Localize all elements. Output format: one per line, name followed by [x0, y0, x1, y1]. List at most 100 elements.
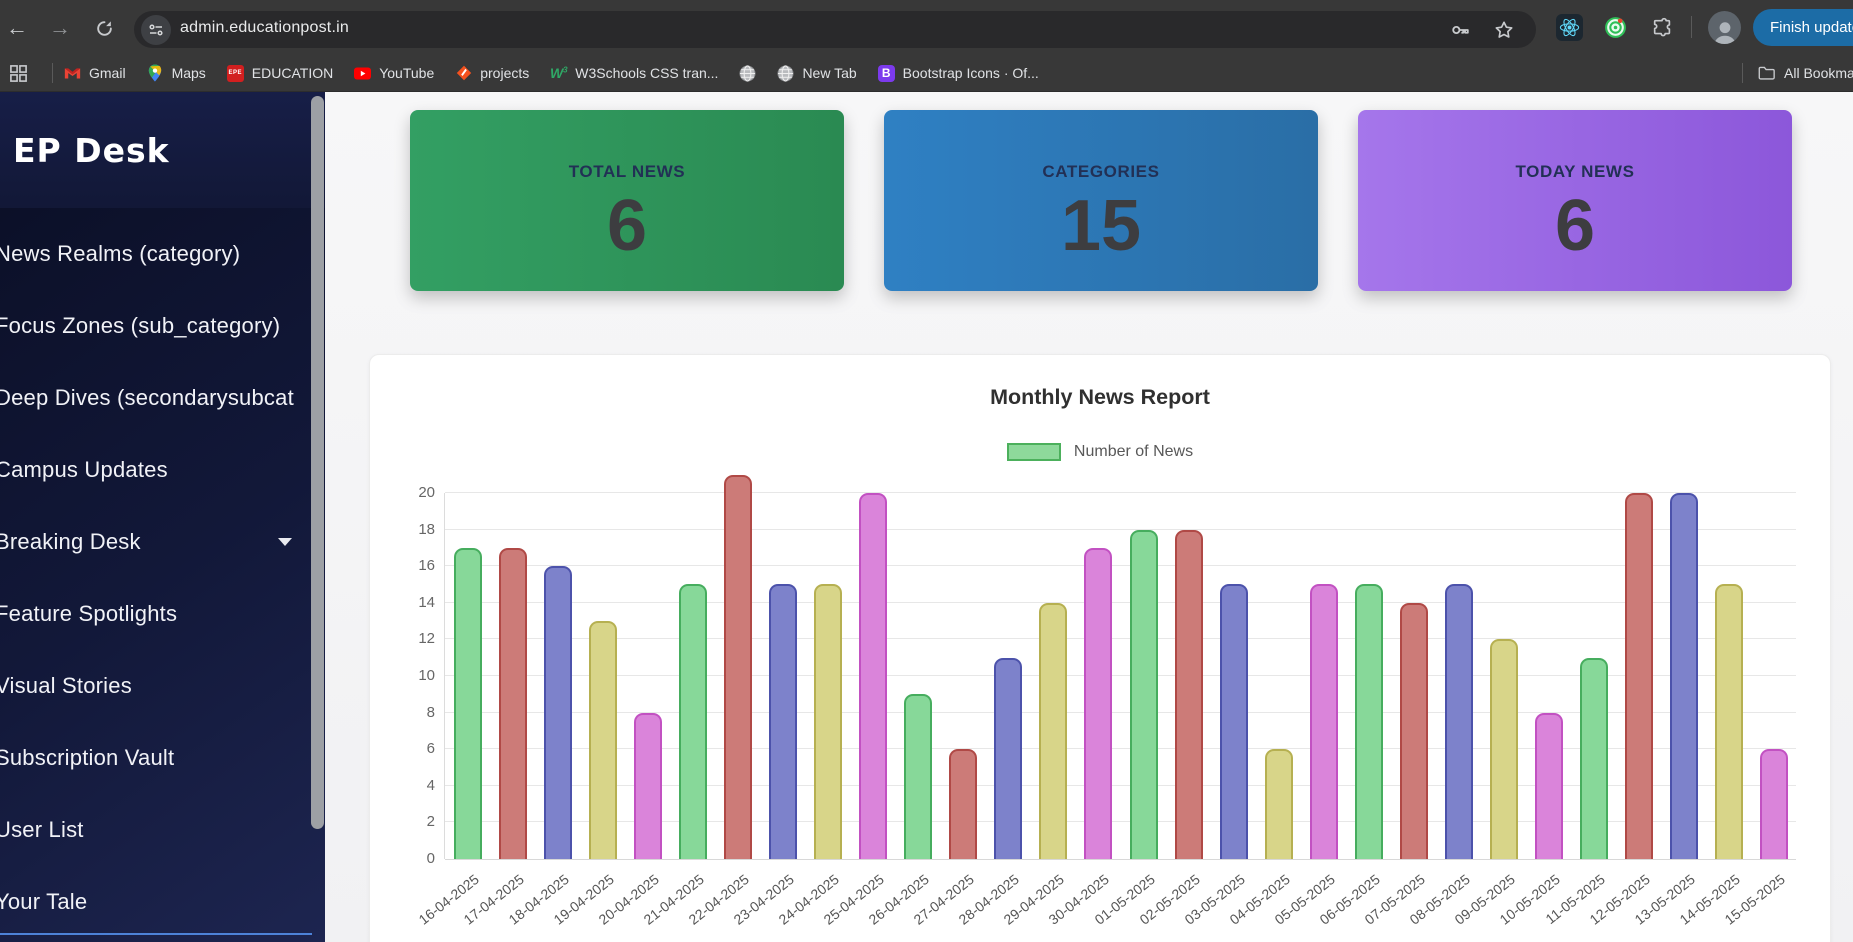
gridline-20 [445, 492, 1796, 493]
gridline-10 [445, 675, 1796, 676]
y-axis-tick-label: 20 [418, 484, 435, 501]
bar-26-04-2025[interactable] [904, 694, 933, 859]
sidebar-item-user-list[interactable]: User List [0, 794, 325, 866]
w3schools-icon: W3 [549, 65, 568, 81]
sidebar-item-news-realms-category[interactable]: News Realms (category) [0, 218, 325, 290]
bar-23-04-2025[interactable] [769, 584, 797, 859]
bar-03-05-2025[interactable] [1219, 584, 1248, 859]
bar-08-05-2025[interactable] [1445, 584, 1473, 859]
sidebar-item-feature-spotlights[interactable]: Feature Spotlights [0, 578, 325, 650]
finish-update-button[interactable]: Finish update [1753, 9, 1853, 46]
sidebar-logo[interactable]: EP Desk [0, 92, 325, 208]
all-bookmarks-button[interactable]: All Bookmarks [1758, 54, 1853, 92]
bar-10-05-2025[interactable] [1535, 713, 1564, 859]
bar-01-05-2025[interactable] [1129, 530, 1158, 859]
url-text[interactable]: admin.educationpost.in [180, 19, 349, 36]
sidebar-item-subscription-vault[interactable]: Subscription Vault [0, 722, 325, 794]
y-axis-tick-label: 14 [418, 593, 435, 611]
bookmark-item[interactable]: B Bootstrap Icons · Of... [877, 64, 1039, 82]
bar-17-04-2025[interactable] [498, 548, 527, 859]
stat-card-label: TOTAL NEWS [568, 162, 686, 181]
password-manager-icon[interactable] [1448, 18, 1472, 42]
bookmark-item[interactable] [739, 64, 756, 82]
sidebar-item-label: Breaking Desk [0, 529, 141, 554]
bar-30-04-2025[interactable] [1084, 548, 1113, 859]
y-axis-tick-label: 6 [426, 740, 435, 758]
x-axis-tick-label: 16-04-2025 [415, 871, 482, 928]
dashboard-content: TOTAL NEWS 6 CATEGORIES 15 TODAY NEWS 6 … [325, 92, 1853, 942]
sidebar-scrollbar[interactable] [311, 96, 324, 829]
extensions-puzzle-icon[interactable] [1648, 14, 1675, 41]
bookmark-label: Maps [171, 65, 206, 81]
sidebar-item-campus-updates[interactable]: Campus Updates [0, 434, 325, 506]
chart-legend: Number of News [370, 443, 1830, 461]
bookmark-item[interactable]: Gmail [64, 65, 126, 82]
bar-05-05-2025[interactable] [1309, 584, 1338, 859]
bar-14-05-2025[interactable] [1715, 584, 1744, 859]
bar-18-04-2025[interactable] [543, 566, 572, 859]
y-axis-tick-label: 18 [418, 520, 435, 538]
bookmark-label: Bootstrap Icons · Of... [902, 65, 1039, 81]
chevron-down-icon[interactable] [278, 538, 292, 546]
back-button[interactable]: ← [6, 15, 28, 40]
bar-04-05-2025[interactable] [1264, 749, 1293, 859]
bar-25-04-2025[interactable] [859, 493, 888, 859]
bar-09-05-2025[interactable] [1490, 639, 1519, 859]
forward-button[interactable]: → [49, 15, 71, 40]
stat-card-value: 6 [1554, 186, 1596, 266]
bookmark-item[interactable]: projects [455, 65, 529, 82]
maps-icon [147, 64, 164, 82]
bar-13-05-2025[interactable] [1670, 493, 1699, 859]
sidebar-item-focus-zones-sub-category[interactable]: Focus Zones (sub_category) [0, 290, 325, 362]
bookmark-item[interactable]: YouTube [354, 65, 434, 82]
education-icon: EPE [226, 64, 244, 82]
bar-21-04-2025[interactable] [678, 584, 707, 859]
react-devtools-extension-icon[interactable] [1556, 14, 1583, 41]
sidebar-active-divider [0, 933, 312, 935]
bookmark-star-icon[interactable] [1492, 18, 1516, 42]
bar-24-04-2025[interactable] [814, 584, 843, 859]
legend-entry[interactable]: Number of News [1006, 443, 1193, 461]
bar-29-04-2025[interactable] [1039, 603, 1068, 859]
projects-icon [455, 65, 472, 82]
stat-card-categories: CATEGORIES 15 [884, 110, 1318, 291]
bookmark-item[interactable]: Maps [147, 64, 206, 82]
bar-16-04-2025[interactable] [453, 548, 482, 859]
green-target-extension-icon[interactable] [1602, 14, 1629, 41]
gridline-4 [445, 784, 1796, 786]
sidebar-item-your-tale[interactable]: Your Tale [0, 866, 325, 938]
stat-card-label: TODAY NEWS [1515, 162, 1635, 181]
bookmarks-bar: Gmail Maps EPE EDUCATION YouTube projects W3 W3… [0, 54, 1853, 92]
bar-28-04-2025[interactable] [994, 658, 1023, 859]
sidebar-item-deep-dives-secondarysubcat[interactable]: Deep Dives (secondarysubcat [0, 362, 325, 434]
bar-22-04-2025[interactable] [723, 475, 752, 859]
bookmark-item[interactable]: W3 W3Schools CSS tran... [549, 65, 719, 82]
profile-avatar[interactable] [1708, 11, 1741, 44]
bookmark-item[interactable]: New Tab [777, 64, 857, 82]
bookmark-item[interactable]: EPE EDUCATION [226, 64, 333, 82]
youtube-icon [354, 65, 372, 82]
y-axis-tick-label: 2 [426, 813, 435, 831]
bar-15-05-2025[interactable] [1760, 749, 1789, 859]
bar-27-04-2025[interactable] [949, 749, 978, 859]
bar-02-05-2025[interactable] [1174, 530, 1203, 859]
gridline-8 [445, 711, 1796, 713]
bar-19-04-2025[interactable] [588, 621, 617, 859]
sidebar-item-label: Focus Zones (sub_category) [0, 313, 281, 338]
site-settings-icon[interactable] [141, 15, 171, 45]
bar-11-05-2025[interactable] [1580, 658, 1609, 859]
reload-button[interactable] [90, 14, 118, 42]
bar-12-05-2025[interactable] [1625, 493, 1654, 859]
bar-07-05-2025[interactable] [1399, 603, 1428, 859]
sidebar-item-breaking-desk[interactable]: Breaking Desk [0, 506, 325, 578]
browser-toolbar: ← → admin.educationpost.in [0, 0, 1853, 54]
bootstrap-icon: B [877, 64, 895, 82]
bar-20-04-2025[interactable] [633, 713, 662, 859]
reload-icon [96, 20, 112, 36]
address-bar[interactable]: admin.educationpost.in [134, 11, 1536, 48]
gridline-6 [445, 748, 1796, 750]
apps-grid-icon[interactable] [6, 61, 30, 85]
bar-06-05-2025[interactable] [1354, 584, 1383, 859]
sidebar-item-visual-stories[interactable]: Visual Stories [0, 650, 325, 722]
